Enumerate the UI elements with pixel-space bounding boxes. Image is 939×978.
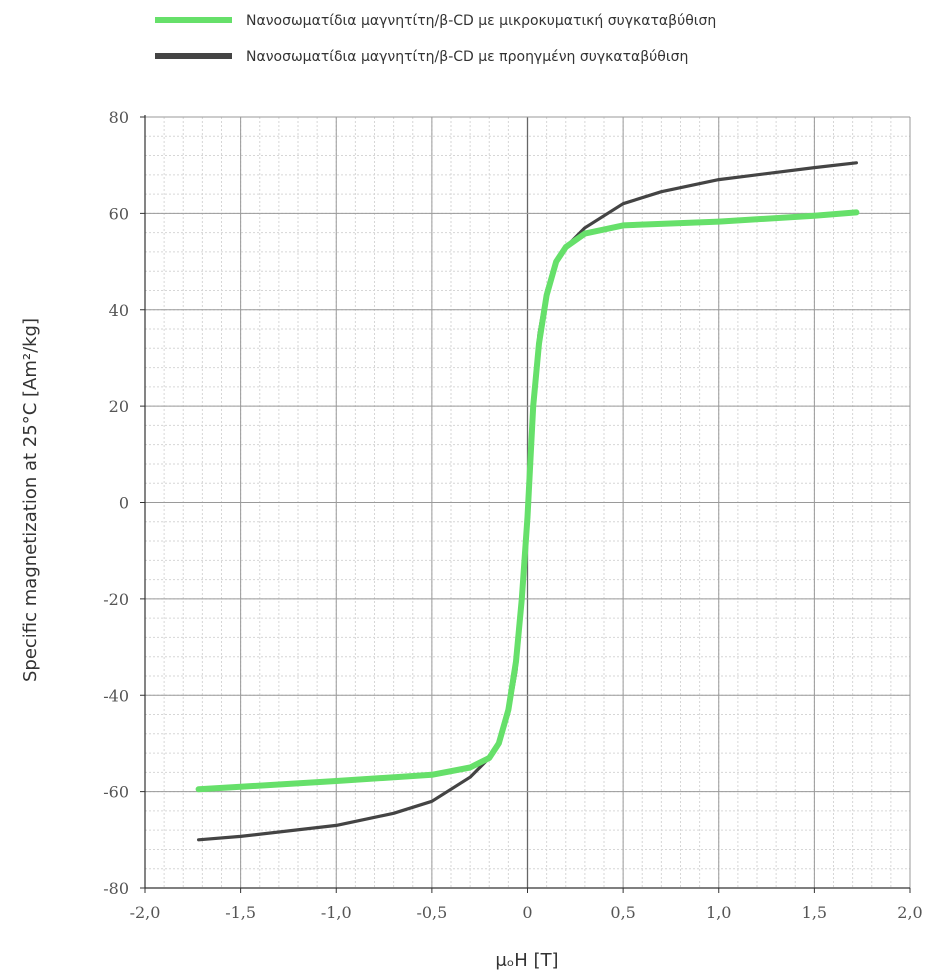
y-tick-label: 20	[109, 397, 129, 416]
y-tick-label: 80	[109, 108, 129, 127]
x-tick-label: 0,5	[610, 903, 635, 922]
x-axis-label: μₒH [T]	[495, 950, 558, 971]
y-tick-label: -40	[103, 686, 129, 705]
x-tick-label: 0	[522, 903, 532, 922]
y-tick-label: 60	[109, 204, 129, 223]
legend: Νανοσωματίδια μαγνητίτη/β-CD με μικροκυμ…	[155, 13, 716, 65]
y-axis-label: Specific magnetization at 25°C [Am²/kg]	[20, 318, 41, 682]
y-tick-label: -80	[103, 879, 129, 898]
x-tick-label: -1,0	[321, 903, 352, 922]
series-line-1	[195, 209, 860, 793]
y-tick-labels: -80 -60 -40 -20 0 20 40 60 80	[103, 108, 145, 898]
x-tick-label: -1,5	[225, 903, 256, 922]
x-tick-label: 1,5	[802, 903, 827, 922]
y-tick-label: -20	[103, 590, 129, 609]
y-tick-label: -60	[103, 783, 129, 802]
y-tick-label: 0	[119, 494, 129, 513]
x-tick-label: 1,0	[706, 903, 731, 922]
legend-label-1: Νανοσωματίδια μαγνητίτη/β-CD με μικροκυμ…	[246, 13, 716, 29]
series-layer	[195, 161, 860, 842]
x-tick-labels: -2,0 -1,5 -1,0 -0,5 0 0,5 1,0 1,5 2,0	[130, 888, 923, 922]
y-tick-label: 40	[109, 301, 129, 320]
x-tick-label: -0,5	[416, 903, 447, 922]
legend-label-2: Νανοσωματίδια μαγνητίτη/β-CD με προηγμέν…	[246, 49, 688, 65]
x-tick-label: 2,0	[897, 903, 922, 922]
x-tick-label: -2,0	[130, 903, 161, 922]
